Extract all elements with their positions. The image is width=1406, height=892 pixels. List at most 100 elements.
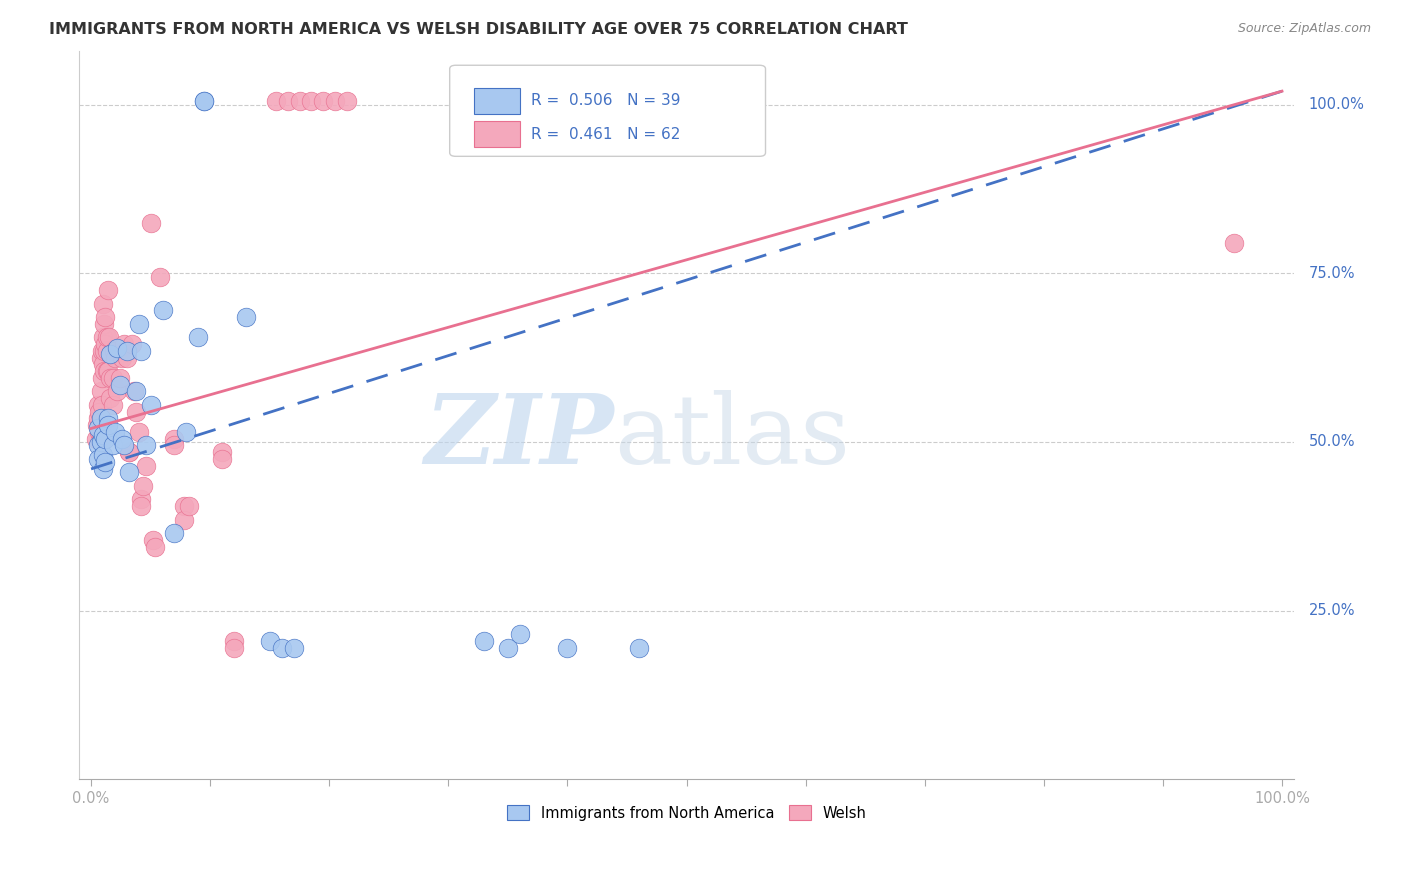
Point (93, 343, 115, 358)
Point (87, 438, 110, 452)
Point (472, 634, 495, 648)
Point (108, 371, 131, 385)
Point (105, 341, 128, 355)
Point (129, 499, 152, 513)
Point (135, 438, 157, 452)
Point (145, 540, 167, 554)
Point (149, 269, 172, 284)
Point (101, 398, 124, 412)
Legend: Immigrants from North America, Welsh: Immigrants from North America, Welsh (501, 799, 872, 827)
Point (94, 455, 117, 469)
Point (91, 357, 114, 371)
Point (211, 451, 233, 466)
Point (135, 458, 157, 473)
Point (128, 425, 150, 439)
Point (557, 640, 579, 655)
Text: ZIP: ZIP (425, 390, 613, 483)
Point (101, 371, 124, 385)
Point (142, 533, 165, 547)
Point (627, 640, 650, 655)
Point (277, 95, 299, 109)
Point (173, 512, 195, 526)
Point (283, 640, 305, 655)
Point (93, 317, 115, 331)
Point (1223, 235, 1246, 250)
FancyBboxPatch shape (450, 65, 765, 156)
Point (173, 499, 195, 513)
Point (193, 95, 215, 109)
Text: 25.0%: 25.0% (1309, 603, 1355, 618)
Text: Source: ZipAtlas.com: Source: ZipAtlas.com (1237, 22, 1371, 36)
Point (96, 364, 118, 378)
Point (177, 499, 200, 513)
Point (94, 432, 117, 446)
Point (509, 627, 531, 641)
Point (91, 428, 114, 442)
Text: R =  0.506   N = 39: R = 0.506 N = 39 (531, 94, 681, 108)
Point (111, 351, 134, 365)
Point (139, 216, 162, 230)
Point (90, 371, 112, 385)
Point (108, 377, 131, 392)
Point (152, 303, 174, 318)
Bar (474, 121, 520, 147)
Point (86, 418, 108, 433)
Point (91, 462, 114, 476)
Point (125, 404, 148, 418)
Point (259, 634, 281, 648)
Point (118, 445, 141, 459)
Point (90, 411, 112, 425)
Point (132, 479, 155, 493)
Point (89, 425, 111, 439)
Point (90, 343, 112, 358)
Point (270, 640, 292, 655)
Point (104, 351, 127, 365)
Point (90, 351, 112, 365)
Point (163, 438, 186, 452)
Point (91, 449, 114, 463)
Point (264, 95, 287, 109)
Point (94, 310, 117, 325)
Point (87, 421, 110, 435)
Point (211, 445, 233, 459)
Point (312, 95, 335, 109)
Point (98, 391, 121, 405)
Point (87, 398, 110, 412)
Point (125, 384, 148, 399)
Point (115, 351, 138, 365)
Point (187, 330, 209, 344)
Point (114, 438, 136, 452)
Point (94, 337, 117, 351)
Point (84, 432, 107, 446)
Point (118, 465, 141, 479)
Point (91, 296, 114, 310)
Point (97, 364, 120, 378)
Point (336, 95, 359, 109)
Point (91, 330, 114, 344)
Point (139, 398, 162, 412)
Text: atlas: atlas (613, 390, 849, 483)
Point (98, 347, 121, 361)
Point (129, 343, 152, 358)
Point (96, 330, 118, 344)
Point (98, 371, 121, 385)
Point (235, 310, 257, 325)
Point (97, 283, 120, 297)
Point (222, 634, 245, 648)
Point (496, 640, 519, 655)
Point (105, 384, 128, 399)
Point (114, 337, 136, 351)
Point (90, 432, 112, 446)
Point (97, 330, 120, 344)
Point (299, 95, 322, 109)
Point (90, 434, 112, 449)
Point (193, 95, 215, 109)
Point (121, 337, 143, 351)
Point (93, 364, 115, 378)
Point (90, 384, 112, 399)
Point (288, 95, 311, 109)
Point (323, 95, 346, 109)
Point (163, 432, 186, 446)
Point (87, 451, 110, 466)
Point (101, 438, 124, 452)
